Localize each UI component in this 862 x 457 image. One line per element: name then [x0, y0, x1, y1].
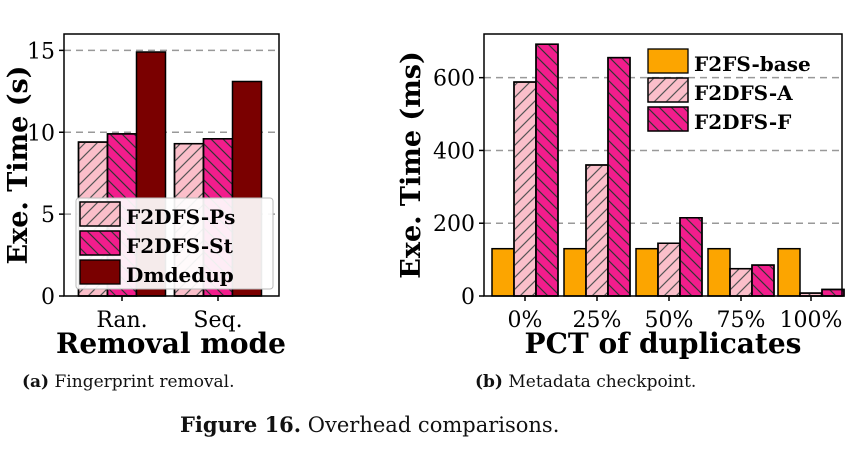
b-bar-hatch-f2dfs-a-1 [585, 164, 609, 297]
b-y-tick-label: 0 [461, 285, 475, 310]
chart-b-plot-frame [483, 33, 843, 297]
b-bar-f2fs-base-3 [707, 247, 731, 297]
b-bar-hatch-f2dfs-a-3 [729, 267, 753, 297]
a-legend-frame [75, 197, 274, 290]
a-y-tick-label: 5 [41, 203, 55, 228]
a-y-tick-label: 15 [27, 39, 55, 64]
chart-a-plot-frame [63, 33, 280, 297]
caption-a-text: Fingerprint removal. [54, 372, 235, 392]
b-x-tick-label: 100% [780, 308, 843, 333]
b-bar-f2fs-base-0 [491, 247, 515, 297]
caption-a-label: (a) [22, 372, 50, 392]
b-legend-label-f2dfs-a: F2DFS-A [694, 81, 793, 105]
chart-b-bars [491, 43, 845, 297]
a-y-tick-label: 10 [27, 121, 55, 146]
b-legend-label-f2fs-base: F2FS-base [694, 52, 811, 76]
a-legend-swatch-hatch [79, 230, 121, 256]
a-x-tick-label: Seq. [193, 308, 242, 333]
a-x-tick-label: Ran. [96, 308, 147, 333]
chart-a-fingerprint-removal: 0 5 10 15 Ran. Seq. Exe. Time (s) Removal mo… [3, 33, 286, 360]
b-bar-f2fs-base-4 [777, 247, 801, 297]
b-legend-swatch-hatch [647, 77, 689, 103]
a-legend-swatch-dmdedup [79, 259, 121, 285]
chart-b-legend: F2FS-base F2DFS-A F2DFS-F [647, 48, 811, 134]
b-bar-hatch-f2dfs-a-0 [513, 81, 537, 297]
b-bar-hatch-f2dfs-f-3 [751, 264, 775, 297]
b-x-tick-label: 75% [717, 308, 766, 333]
b-y-tick-label: 600 [433, 67, 475, 92]
chart-b-x-axis-label: PCT of duplicates [525, 327, 802, 360]
a-legend-label-f2dfs-st: F2DFS-St [126, 234, 234, 258]
b-x-tick-label: 50% [645, 308, 694, 333]
chart-a-x-ticks: Ran. Seq. [96, 296, 243, 333]
caption-b-text: Metadata checkpoint. [508, 372, 697, 392]
a-legend-label-dmdedup: Dmdedup [126, 263, 234, 287]
b-bar-f2fs-base-2 [635, 247, 659, 297]
figure-caption-text: Overhead comparisons. [307, 413, 560, 437]
chart-b-y-axis-label: Exe. Time (ms) [396, 51, 427, 278]
chart-b-y-ticks: 0 200 400 600 [433, 67, 484, 310]
b-x-tick-label: 0% [508, 308, 543, 333]
chart-a-x-axis-label: Removal mode [56, 327, 286, 360]
chart-a-y-ticks: 0 5 10 15 [27, 39, 64, 310]
chart-a-y-axis-label: Exe. Time (s) [3, 66, 34, 265]
b-bar-f2fs-base-1 [563, 247, 587, 297]
b-bar-hatch-f2dfs-f-1 [607, 56, 631, 297]
chart-a-legend: F2DFS-Ps F2DFS-St Dmdedup [75, 197, 274, 290]
b-y-tick-label: 400 [433, 139, 475, 164]
chart-b-x-ticks: 0% 25% 50% 75% 100% [508, 296, 843, 333]
caption-b: (b) Metadata checkpoint. [475, 372, 696, 392]
b-bar-hatch-f2dfs-f-0 [535, 43, 559, 297]
chart-b-metadata-checkpoint: 0 200 400 600 0% 25% 50% 75% 100% Exe. Time (ms… [396, 33, 845, 360]
b-bar-hatch-f2dfs-a-2 [657, 242, 681, 297]
b-legend-swatch-hatch [647, 106, 689, 132]
figure-caption: Figure 16. Overhead comparisons. [180, 412, 559, 437]
b-y-tick-label: 200 [433, 212, 475, 237]
b-x-tick-label: 25% [573, 308, 622, 333]
a-legend-swatch-hatch [79, 201, 121, 227]
caption-b-label: (b) [475, 372, 503, 392]
b-legend-label-f2dfs-f: F2DFS-F [694, 110, 791, 134]
a-y-tick-label: 0 [41, 285, 55, 310]
b-bar-hatch-f2dfs-f-2 [679, 217, 703, 297]
figure-caption-label: Figure 16. [180, 412, 302, 437]
a-legend-label-f2dfs-ps: F2DFS-Ps [126, 205, 235, 229]
caption-a: (a) Fingerprint removal. [22, 372, 235, 392]
b-bar-hatch-f2dfs-f-4 [821, 288, 845, 297]
b-legend-swatch-f2fs-base [647, 48, 689, 74]
